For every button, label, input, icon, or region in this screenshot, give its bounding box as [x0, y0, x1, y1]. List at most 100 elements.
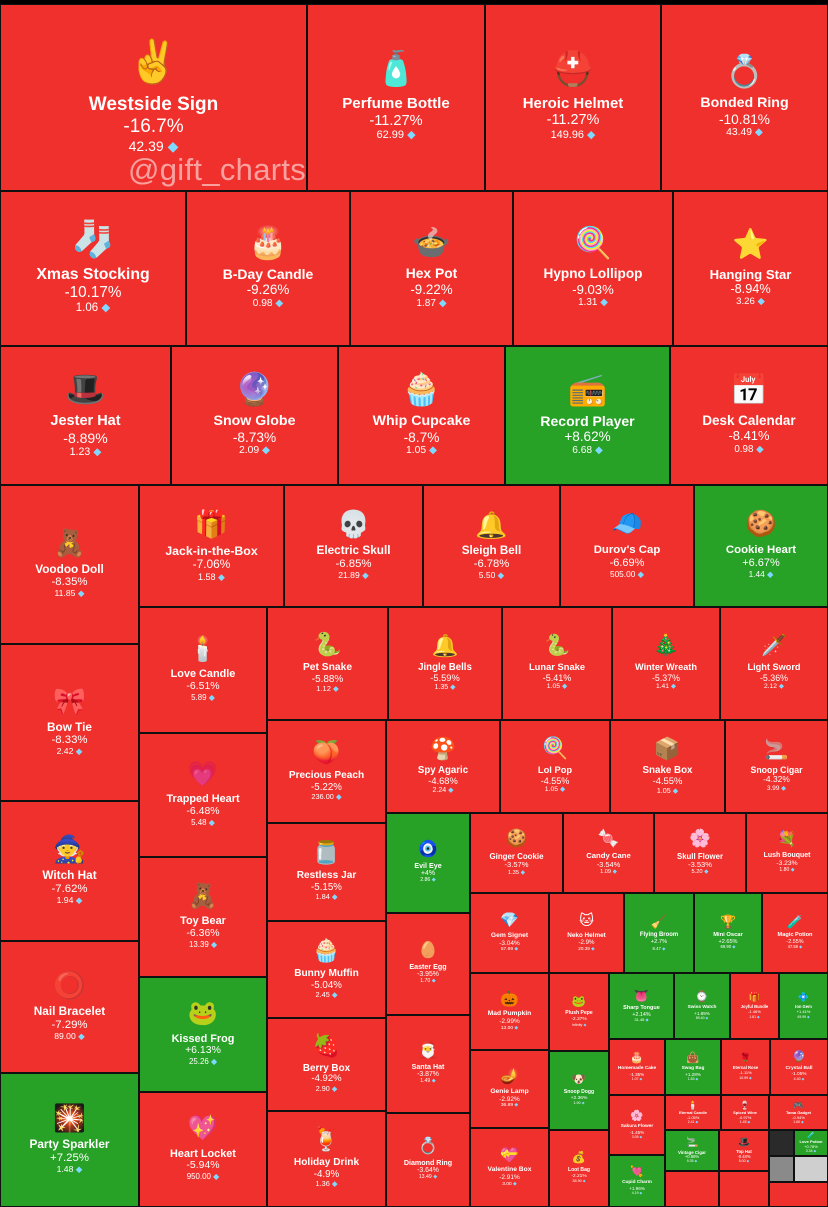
diamond-icon: ◆: [704, 869, 709, 876]
tile-neko-helmet: 🐱 Neko Helmet -2.9% 20.39 ◆: [549, 893, 624, 973]
voodoo-doll-icon: 🧸: [53, 527, 86, 558]
tile-price: 1.44: [748, 568, 768, 579]
diamond-icon: ◆: [695, 1120, 699, 1125]
tile-change: -3.23%: [776, 859, 798, 867]
diamond-icon: ◆: [514, 947, 519, 953]
tile-price-row: 3.34 ◆: [806, 1149, 817, 1153]
tile-name: Jack-in-the-Box: [165, 544, 258, 559]
tile-name: Eternal Candle: [678, 1110, 707, 1116]
tile-love-potion: 🧪 Love Potion +0.78% 3.34 ◆: [794, 1130, 828, 1156]
tile-name: Snow Globe: [213, 413, 296, 430]
tile-name: Holiday Drink: [293, 1157, 360, 1169]
tile-price: 236.00: [311, 791, 336, 801]
diamond-icon: ◆: [756, 443, 764, 455]
ginger-cookie-icon: 🍪: [505, 827, 528, 848]
tile-price: 4.40: [793, 1077, 802, 1082]
pet-snake-icon: 🐍: [313, 631, 342, 658]
tile-name: Jester Hat: [50, 413, 121, 430]
tile-change: -2.91%: [499, 1174, 520, 1182]
tile-price: 89.40: [695, 1016, 706, 1021]
tile-price: 3.99: [766, 784, 782, 792]
tile-change: -3.57%: [504, 859, 529, 869]
tile-change: -1.11%: [739, 1069, 752, 1075]
tile-name: Cookie Heart: [725, 544, 797, 557]
tile-price-row: 5.20 ◆: [691, 869, 708, 876]
tile-price: 6.68: [572, 445, 595, 457]
tile-holiday-drink: 🍹 Holiday Drink -4.9% 1.36 ◆: [267, 1111, 386, 1207]
tile-price-row: 2.24 ◆: [432, 787, 453, 795]
tile-name: Top Hat: [736, 1148, 752, 1154]
durov-s-cap-icon: 🧢: [611, 510, 643, 539]
tile-change: -5.41%: [542, 672, 572, 683]
tile-price-row: 5.48 ◆: [191, 818, 215, 827]
santa-hat-icon: 🎅: [418, 1041, 438, 1059]
lol-pop-icon: 🍭: [541, 736, 568, 760]
tile-price: 1.07: [631, 1077, 640, 1082]
tile-price-row: 36.89 ◆: [501, 1103, 518, 1109]
tile-change: -1.46%: [748, 1008, 761, 1014]
tile-name: Toy Bear: [180, 915, 226, 928]
tile-crystal-ball: 🔮 Crystal Ball -1.05% 4.40 ◆: [770, 1039, 828, 1095]
tile-price-row: 1.45 ◆: [740, 1120, 751, 1124]
tile-name: Magic Potion: [777, 932, 813, 939]
diamond-icon: ◆: [514, 1025, 519, 1031]
tile-change: -5.59%: [430, 673, 460, 684]
tile-price-row: 1.84 ◆: [315, 893, 337, 901]
tile-filler: [769, 1156, 794, 1182]
tile-name: Xmas Stocking: [36, 266, 150, 284]
tile-name: Trapped Heart: [166, 793, 240, 806]
tile-name: Hypno Lollipop: [543, 266, 643, 282]
tile-change: -6.48%: [186, 805, 220, 817]
tile-change: -8.94%: [730, 280, 771, 296]
tile-name: Diamond Ring: [403, 1158, 453, 1167]
tile-bow-tie: 🎀 Bow Tie -8.33% 2.42 ◆: [0, 644, 139, 801]
tile-change: -2.21%: [571, 1173, 587, 1179]
tile-magic-potion: 🧪 Magic Potion -2.55% 47.59 ◆: [762, 893, 828, 973]
tile-name: Precious Peach: [288, 769, 365, 781]
sharp-tongue-icon: 👅: [633, 988, 650, 1003]
diamond-icon: ◆: [93, 446, 102, 459]
tile-westside-sign: ✌️ Westside Sign -16.7% 42.39 ◆: [0, 4, 307, 191]
diamond-icon: ◆: [612, 869, 617, 876]
tile-price-row: 1.06 ◆: [76, 302, 110, 315]
tile-change: -8.7%: [403, 429, 440, 445]
diamond-icon: ◆: [331, 1084, 338, 1094]
diamond-icon: ◆: [645, 1016, 649, 1022]
tile-name: Lol Pop: [537, 765, 573, 776]
easter-egg-icon: 🥚: [418, 941, 438, 959]
tile-price-row: 25.26 ◆: [189, 1057, 217, 1066]
tile-name: Valentine Box: [487, 1166, 532, 1174]
diamond-icon: ◆: [208, 692, 215, 702]
tile-price-row: 1.36 ◆: [315, 1180, 337, 1188]
diamond-icon: ◆: [332, 684, 339, 694]
tile-name: Bow Tie: [46, 719, 92, 734]
tile-price: 42.39: [128, 137, 168, 154]
tile-name: Lunar Snake: [528, 662, 586, 673]
tile-price-row: 2.12 ◆: [764, 683, 784, 691]
hypno-lollipop-icon: 🍭: [574, 226, 612, 261]
tile-name: Love Candle: [170, 668, 236, 681]
tile-ion-gem: 💠 Ion Gem +1.41% 49.99 ◆: [779, 973, 828, 1039]
tile-jack-in-the-box: 🎁 Jack-in-the-Box -7.06% 1.58 ◆: [139, 485, 284, 607]
tile-name: Plush Pepe: [565, 1010, 593, 1017]
diamond-icon: ◆: [431, 1078, 436, 1085]
tile-price: 21.89: [338, 569, 363, 580]
diamond-icon: ◆: [639, 1135, 643, 1140]
tile-change: -5.88%: [311, 673, 344, 685]
tile-price-row: 89.40 ◆: [696, 1016, 708, 1020]
lush-bouquet-icon: 💐: [777, 831, 797, 849]
diamond-icon: ◆: [587, 129, 596, 142]
tile-name: Homemade Cake: [617, 1066, 657, 1072]
tile-name: Neko Helmet: [567, 932, 606, 940]
tile-change: -6.36%: [186, 927, 220, 939]
tile-price-row: 1.83 ◆: [688, 1077, 699, 1081]
tile-mad-pumpkin: 🎃 Mad Pumpkin -2.99% 13.00 ◆: [470, 973, 549, 1050]
tile-change: -16.7%: [123, 115, 184, 137]
tile-change: -10.81%: [719, 111, 770, 127]
tile-price-row: 5.00 ◆: [739, 1159, 750, 1163]
tile-tama-gadget: 🎮 Tama Gadget -0.94% 1.60 ◆: [769, 1095, 828, 1130]
tile-price: 10.99: [739, 1075, 750, 1080]
diamond-icon: ◆: [637, 568, 645, 579]
tile-name: Joyful Bundle: [740, 1004, 769, 1010]
tile-price: 2.12: [763, 682, 779, 690]
